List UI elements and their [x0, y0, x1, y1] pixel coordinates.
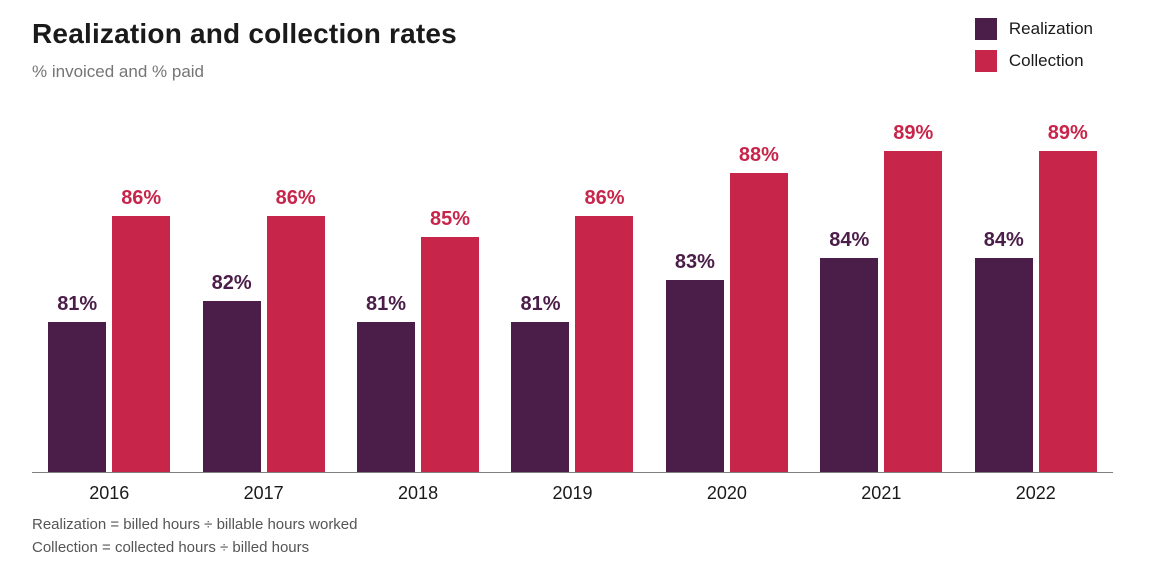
bar-group: 84%89% [804, 130, 958, 472]
legend-label: Collection [1009, 51, 1084, 71]
bar-value-label: 86% [276, 187, 316, 210]
bar-realization: 84% [820, 258, 878, 472]
bar-collection: 86% [575, 216, 633, 473]
bar-collection: 86% [267, 216, 325, 473]
bar-collection: 86% [112, 216, 170, 473]
footnote-line: Collection = collected hours ÷ billed ho… [32, 537, 358, 560]
chart-plot-area: 81%86%82%86%81%85%81%86%83%88%84%89%84%8… [32, 130, 1113, 473]
bar-group: 83%88% [650, 130, 804, 472]
bar-realization: 81% [48, 322, 106, 472]
bar-group: 81%86% [495, 130, 649, 472]
legend-item-collection: Collection [975, 50, 1093, 72]
bar-value-label: 86% [584, 187, 624, 210]
bar-value-label: 81% [57, 293, 97, 316]
x-axis-label: 2016 [32, 483, 186, 504]
bar-group: 81%85% [341, 130, 495, 472]
bar-value-label: 88% [739, 144, 779, 167]
bar-realization: 81% [357, 322, 415, 472]
bar-group: 82%86% [186, 130, 340, 472]
bar-value-label: 84% [829, 229, 869, 252]
x-axis-label: 2021 [804, 483, 958, 504]
bar-value-label: 86% [121, 187, 161, 210]
bar-collection: 89% [1039, 151, 1097, 472]
bar-value-label: 81% [366, 293, 406, 316]
footnote-line: Realization = billed hours ÷ billable ho… [32, 514, 358, 537]
x-axis-label: 2017 [186, 483, 340, 504]
x-axis-label: 2018 [341, 483, 495, 504]
bar-value-label: 85% [430, 208, 470, 231]
legend-label: Realization [1009, 19, 1093, 39]
legend-swatch [975, 50, 997, 72]
bar-value-label: 81% [520, 293, 560, 316]
chart-subtitle: % invoiced and % paid [32, 62, 204, 82]
legend-swatch [975, 18, 997, 40]
chart-title: Realization and collection rates [32, 18, 457, 50]
bar-group: 81%86% [32, 130, 186, 472]
bar-realization: 81% [511, 322, 569, 472]
x-axis-label: 2022 [959, 483, 1113, 504]
legend: Realization Collection [975, 18, 1093, 72]
bar-value-label: 89% [893, 122, 933, 145]
bar-collection: 85% [421, 237, 479, 472]
legend-item-realization: Realization [975, 18, 1093, 40]
bar-value-label: 84% [984, 229, 1024, 252]
bar-realization: 82% [203, 301, 261, 472]
chart-footnotes: Realization = billed hours ÷ billable ho… [32, 514, 358, 559]
x-axis-labels: 2016201720182019202020212022 [32, 483, 1113, 504]
bar-realization: 83% [666, 280, 724, 472]
bar-value-label: 82% [212, 272, 252, 295]
bar-value-label: 83% [675, 251, 715, 274]
bar-group: 84%89% [959, 130, 1113, 472]
x-axis-label: 2020 [650, 483, 804, 504]
bar-collection: 88% [730, 173, 788, 472]
bar-collection: 89% [884, 151, 942, 472]
x-axis-label: 2019 [495, 483, 649, 504]
bar-value-label: 89% [1048, 122, 1088, 145]
bar-realization: 84% [975, 258, 1033, 472]
